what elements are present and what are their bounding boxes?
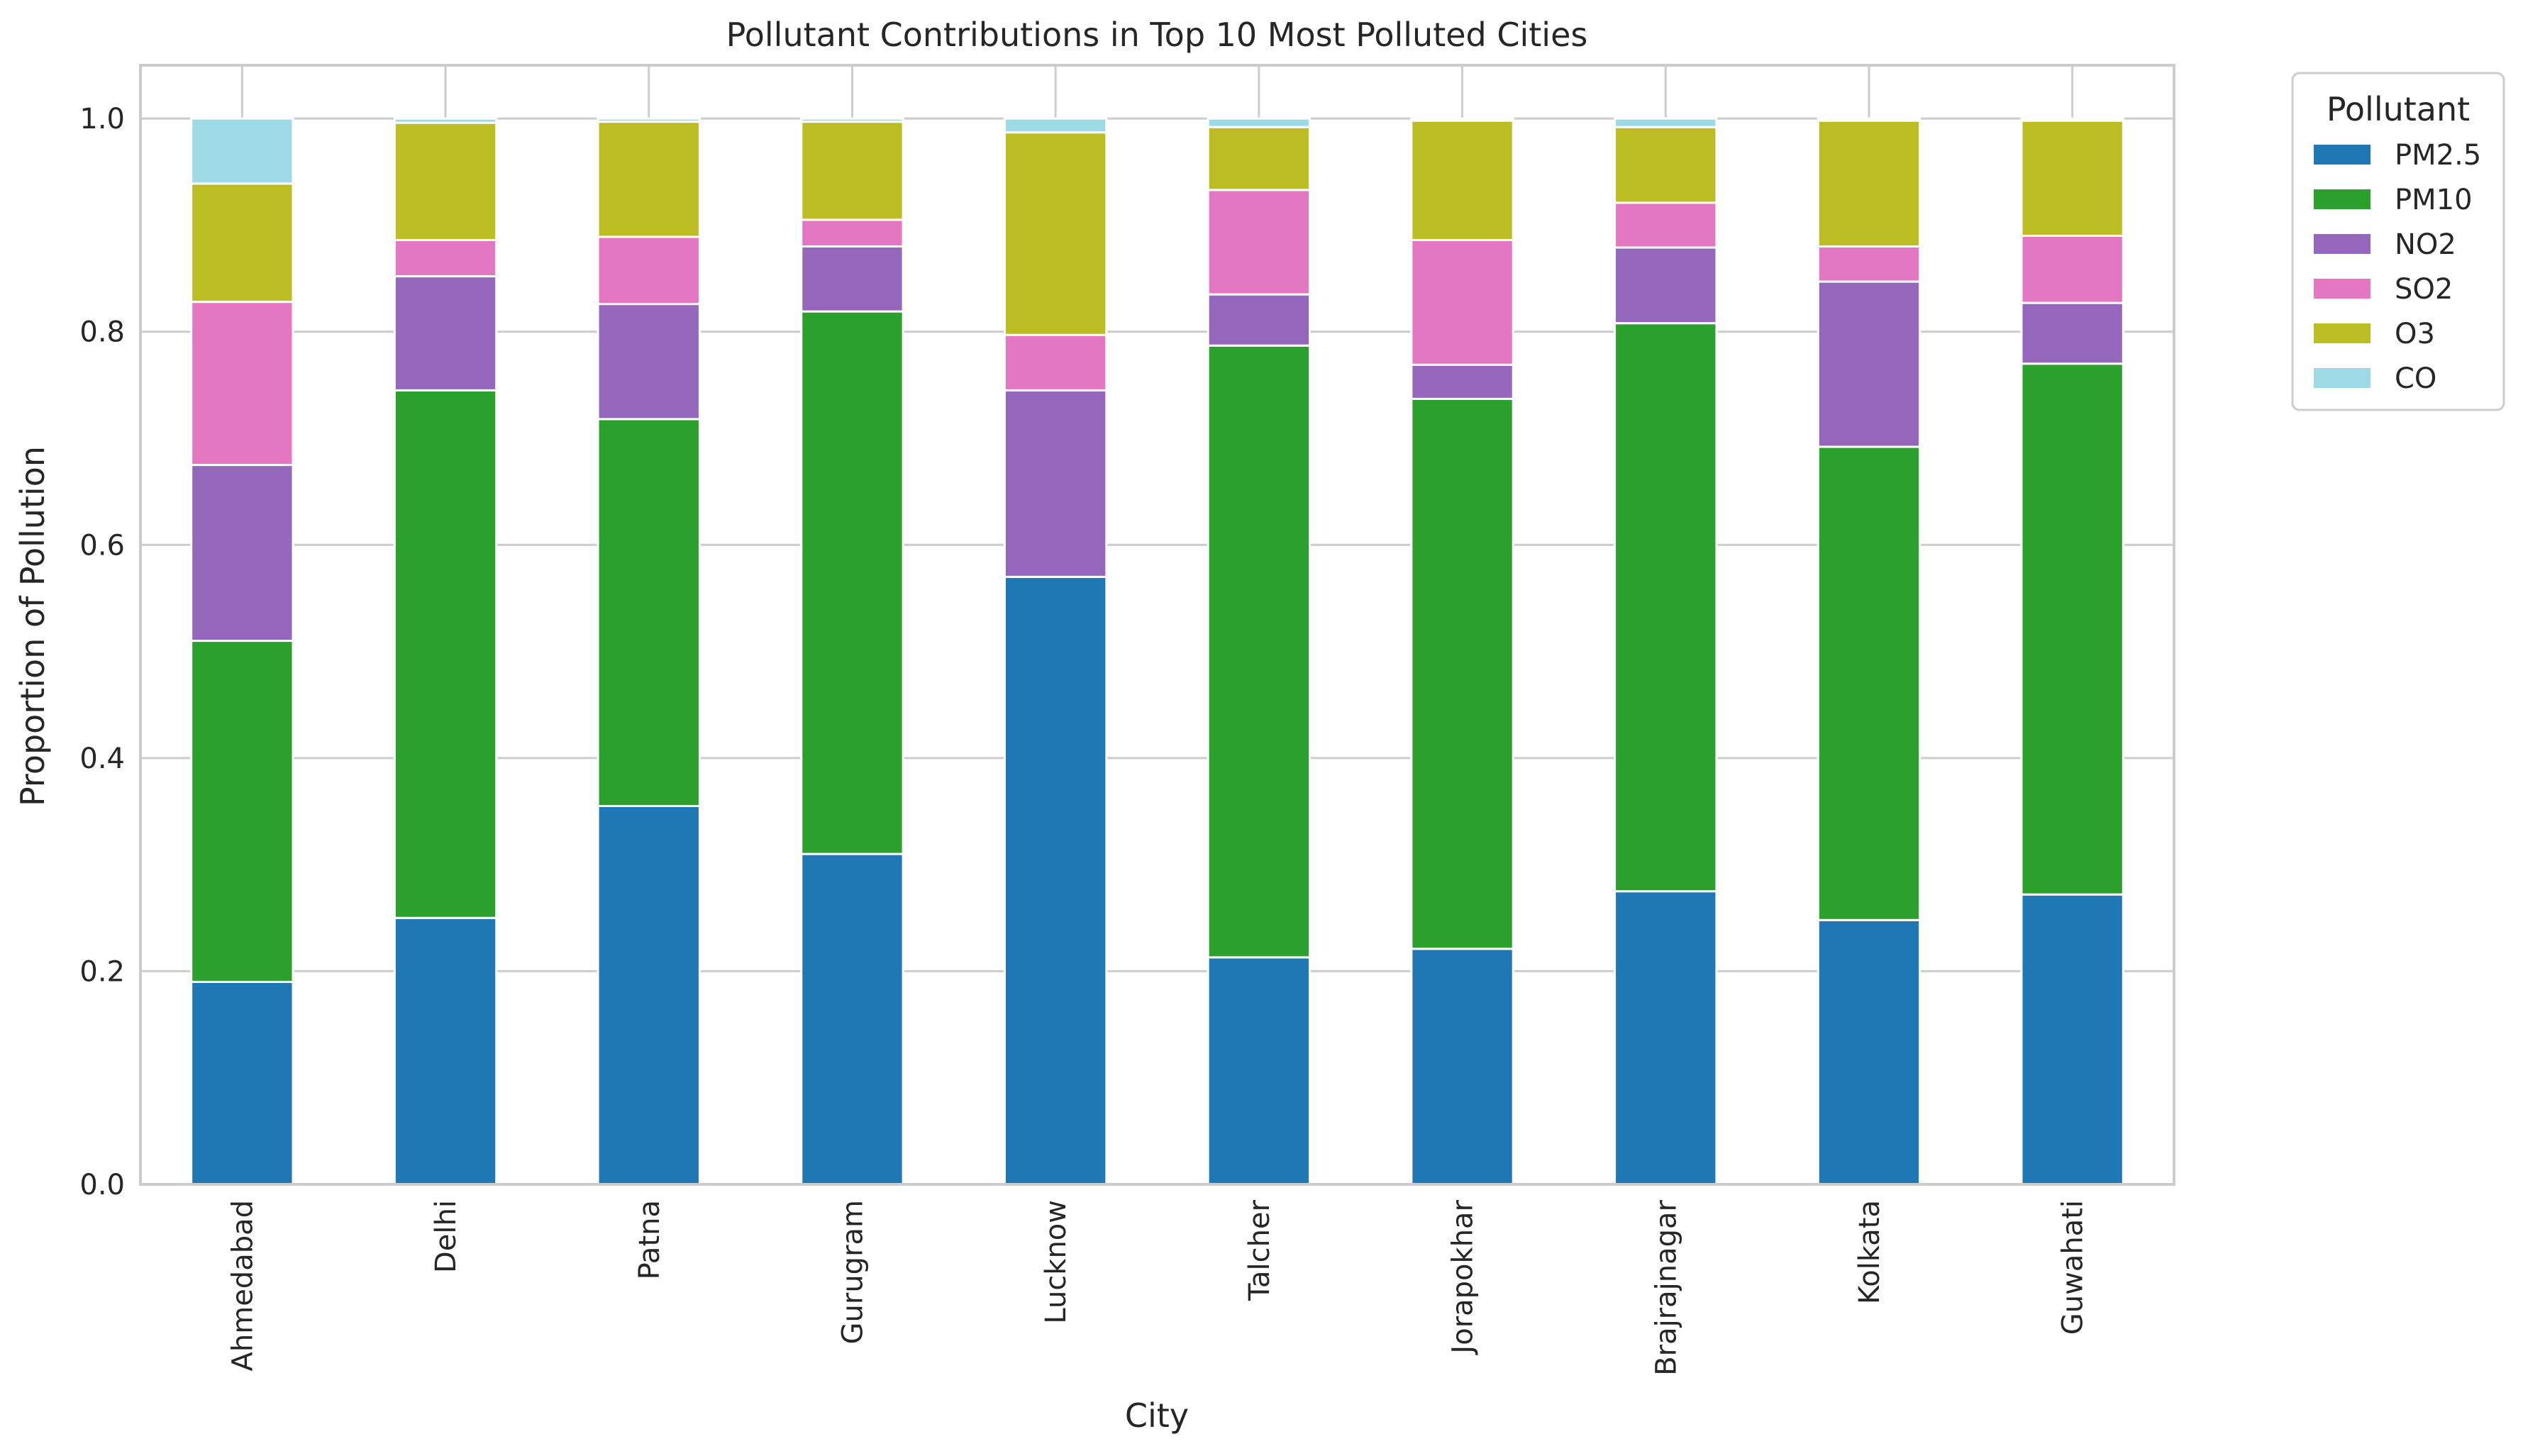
- bar-segment-no2-lucknow: [1003, 389, 1108, 578]
- legend-swatch: [2314, 189, 2370, 209]
- bar-segment-o3-patna: [597, 121, 701, 238]
- bar-segment-so2-ahmedabad: [190, 301, 294, 467]
- y-tick-label: 1.0: [79, 103, 125, 135]
- x-tick-label: Lucknow: [1040, 1200, 1072, 1324]
- legend-label: PM2.5: [2395, 139, 2481, 172]
- bar-segment-co-patna: [597, 117, 701, 123]
- bar-segment-pm25-delhi: [393, 916, 498, 1186]
- legend-label: O3: [2395, 318, 2435, 350]
- bar-segment-pm10-brajrajnagar: [1614, 322, 1718, 893]
- bar-segment-pm25-lucknow: [1003, 575, 1108, 1186]
- bar-segment-o3-gurugram: [800, 121, 904, 221]
- bar-segment-no2-delhi: [393, 275, 498, 391]
- legend-items: PM2.5 PM10 NO2 SO2 O3 CO: [2314, 139, 2481, 395]
- bar-segment-o3-delhi: [393, 121, 498, 241]
- y-tick-label: 0.2: [79, 955, 125, 988]
- bar-segment-o3-talcher: [1207, 126, 1312, 191]
- bar-segment-co-jorapokhar: [1410, 117, 1514, 122]
- bar-segment-so2-kolkata: [1817, 245, 1922, 283]
- bar-segment-so2-delhi: [393, 238, 498, 278]
- bar-segment-no2-gurugram: [800, 245, 904, 313]
- bar-segment-so2-jorapokhar: [1410, 238, 1514, 366]
- y-tick-label: 0.0: [79, 1169, 125, 1201]
- bar-segment-pm10-guwahati: [2020, 362, 2124, 896]
- legend-swatch: [2314, 323, 2370, 343]
- legend-swatch: [2314, 234, 2370, 254]
- bar-segment-pm25-talcher: [1207, 956, 1312, 1186]
- x-tick-label: Guwahati: [2057, 1200, 2090, 1335]
- x-tick-label: Delhi: [430, 1200, 462, 1273]
- x-tick-label: Gurugram: [836, 1200, 869, 1344]
- tick-labels: 0.0 0.2 0.4 0.6 0.8 1.0 Ahmedabad Delhi Patna Gur…: [79, 103, 2089, 1376]
- bar-segment-co-kolkata: [1817, 117, 1922, 122]
- bar-segment-so2-brajrajnagar: [1614, 201, 1718, 249]
- bar-segment-so2-gurugram: [800, 218, 904, 248]
- bar-segment-pm25-ahmedabad: [190, 980, 294, 1186]
- legend-swatch: [2314, 145, 2370, 165]
- bar-segment-no2-talcher: [1207, 293, 1312, 347]
- legend: Pollutant PM2.5 PM10 NO2 SO2 O3 CO: [2291, 72, 2505, 411]
- plot-frame: [139, 64, 2175, 1186]
- bar-segment-co-talcher: [1207, 117, 1312, 128]
- legend-title: Pollutant: [2327, 90, 2470, 128]
- bar-segment-so2-patna: [597, 235, 701, 306]
- y-tick-label: 0.6: [79, 529, 125, 562]
- bar-segment-pm10-talcher: [1207, 344, 1312, 959]
- bar-segment-so2-guwahati: [2020, 234, 2124, 304]
- bar-segment-pm25-kolkata: [1817, 918, 1922, 1186]
- y-axis-label: Proportion of Pollution: [13, 446, 52, 806]
- bar-segment-pm25-gurugram: [800, 852, 904, 1186]
- bar-segment-o3-brajrajnagar: [1614, 126, 1718, 204]
- y-tick-label: 0.4: [79, 743, 125, 775]
- x-tick-label: Jorapokhar: [1447, 1199, 1480, 1355]
- bar-segment-no2-ahmedabad: [190, 464, 294, 643]
- bar-segment-pm25-guwahati: [2020, 893, 2124, 1186]
- x-tick-label: Talcher: [1243, 1199, 1276, 1301]
- bar-segment-so2-talcher: [1207, 189, 1312, 296]
- x-tick-label: Ahmedabad: [226, 1200, 259, 1371]
- bar-segment-no2-brajrajnagar: [1614, 246, 1718, 325]
- bar-segment-no2-kolkata: [1817, 280, 1922, 448]
- bar-segment-o3-lucknow: [1003, 131, 1108, 336]
- bar-segment-co-guwahati: [2020, 117, 2124, 122]
- x-tick-label: Kolkata: [1853, 1200, 1886, 1304]
- bar-segment-co-ahmedabad: [190, 117, 294, 185]
- legend-label: CO: [2395, 362, 2436, 395]
- legend-swatch: [2314, 368, 2370, 388]
- bar-segment-pm10-kolkata: [1817, 445, 1922, 921]
- bar-segment-co-delhi: [393, 117, 498, 124]
- bar-segment-o3-jorapokhar: [1410, 119, 1514, 241]
- chart-title: Pollutant Contributions in Top 10 Most P…: [726, 16, 1588, 54]
- legend-label: SO2: [2395, 273, 2453, 306]
- bar-segment-pm10-ahmedabad: [190, 640, 294, 983]
- bar-segment-pm10-jorapokhar: [1410, 397, 1514, 950]
- bars: [190, 117, 2124, 1186]
- bar-segment-o3-kolkata: [1817, 119, 1922, 248]
- bar-segment-o3-guwahati: [2020, 119, 2124, 237]
- bar-segment-pm25-jorapokhar: [1410, 947, 1514, 1186]
- bar-segment-no2-jorapokhar: [1410, 363, 1514, 400]
- bar-segment-no2-guwahati: [2020, 301, 2124, 365]
- legend-swatch: [2314, 279, 2370, 299]
- bar-segment-pm10-gurugram: [800, 310, 904, 855]
- legend-label: NO2: [2395, 228, 2456, 261]
- x-tick-label: Patna: [633, 1200, 666, 1279]
- bar-segment-co-brajrajnagar: [1614, 117, 1718, 128]
- bar-segment-so2-lucknow: [1003, 333, 1108, 391]
- bar-segment-no2-patna: [597, 303, 701, 421]
- x-axis-label: City: [1125, 1396, 1189, 1435]
- y-tick-label: 0.8: [79, 316, 125, 349]
- bar-segment-pm25-patna: [597, 804, 701, 1186]
- bar-segment-pm10-patna: [597, 418, 701, 807]
- bar-segment-co-gurugram: [800, 117, 904, 123]
- bar-segment-co-lucknow: [1003, 117, 1108, 134]
- bar-segment-pm25-brajrajnagar: [1614, 890, 1718, 1186]
- x-tick-label: Brajrajnagar: [1650, 1199, 1682, 1375]
- legend-label: PM10: [2395, 184, 2473, 216]
- bar-segment-o3-ahmedabad: [190, 182, 294, 304]
- bar-segment-pm10-delhi: [393, 389, 498, 919]
